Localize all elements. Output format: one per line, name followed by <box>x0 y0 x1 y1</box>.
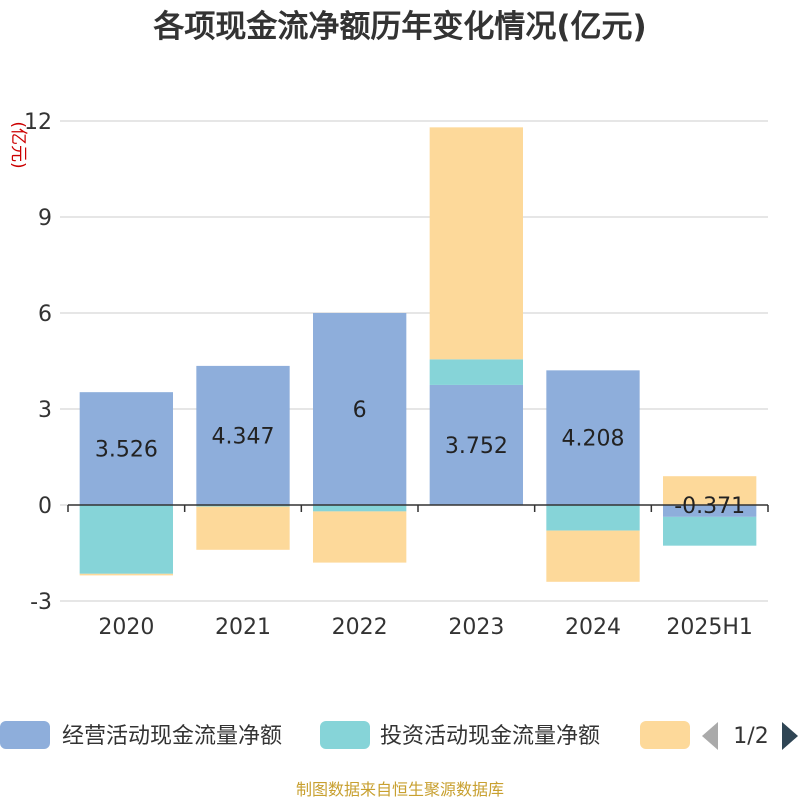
data-labels: 3.526 4.347 6 3.752 4.208 -0.371 <box>95 398 745 519</box>
bar-segment <box>429 384 523 505</box>
y-tick-label: 12 <box>24 110 52 135</box>
bar-segment <box>429 127 523 360</box>
y-axis-unit: (亿元) <box>8 121 28 168</box>
y-axis-ticks: -3 0 3 6 9 12 <box>24 110 52 615</box>
data-label: 3.526 <box>95 438 158 463</box>
bar-segment <box>313 511 407 563</box>
x-tick-label: 2023 <box>448 615 504 640</box>
bar-segment <box>313 313 407 505</box>
bar-segment <box>663 476 757 505</box>
data-source: 制图数据来自恒生聚源数据库 <box>296 780 504 799</box>
x-tick-label: 2025H1 <box>666 615 753 640</box>
bar-segment <box>313 505 407 512</box>
x-tick-label: 2020 <box>98 615 154 640</box>
bar-segment <box>429 359 523 385</box>
data-label: 6 <box>353 398 367 423</box>
bar-segment <box>79 573 173 576</box>
bar-segment <box>663 516 757 546</box>
bars <box>79 127 757 582</box>
x-tick-label: 2024 <box>565 615 621 640</box>
bar-segment <box>79 505 173 574</box>
y-tick-label: 9 <box>38 206 52 231</box>
x-tick-label: 2021 <box>215 615 271 640</box>
bar-segment <box>546 370 640 505</box>
legend-page-indicator: 1/2 <box>733 724 768 749</box>
bar-segment <box>79 392 173 505</box>
legend-swatch <box>640 721 690 749</box>
x-axis <box>67 504 769 512</box>
y-tick-label: 3 <box>38 398 52 423</box>
chart-title: 各项现金流净额历年变化情况(亿元) <box>152 9 646 45</box>
bar-segment <box>196 506 290 550</box>
legend-label: 投资活动现金流量净额 <box>380 724 600 749</box>
legend-pager: 1/2 <box>702 722 798 750</box>
bar-segment <box>546 505 640 531</box>
data-label: 3.752 <box>445 434 508 459</box>
y-tick-label: 6 <box>38 302 52 327</box>
data-label: 4.347 <box>212 424 275 449</box>
legend-label: 经营活动现金流量净额 <box>62 724 282 749</box>
y-tick-label: 0 <box>38 494 52 519</box>
legend-prev-arrow-icon[interactable] <box>702 722 718 750</box>
legend-swatch <box>320 721 370 749</box>
bar-segment <box>663 505 757 517</box>
legend-swatch <box>0 721 50 749</box>
y-tick-label: -3 <box>30 590 52 615</box>
bar-segment <box>546 530 640 582</box>
bar-segment <box>196 365 290 505</box>
x-tick-label: 2022 <box>332 615 388 640</box>
legend: 经营活动现金流量净额 投资活动现金流量净额 <box>0 721 690 749</box>
x-axis-ticks: 2020 2021 2022 2023 2024 2025H1 <box>98 615 753 640</box>
data-label: -0.371 <box>674 494 745 519</box>
data-label: 4.208 <box>562 427 625 452</box>
bar-segment <box>196 505 290 507</box>
legend-next-arrow-icon[interactable] <box>782 722 798 750</box>
